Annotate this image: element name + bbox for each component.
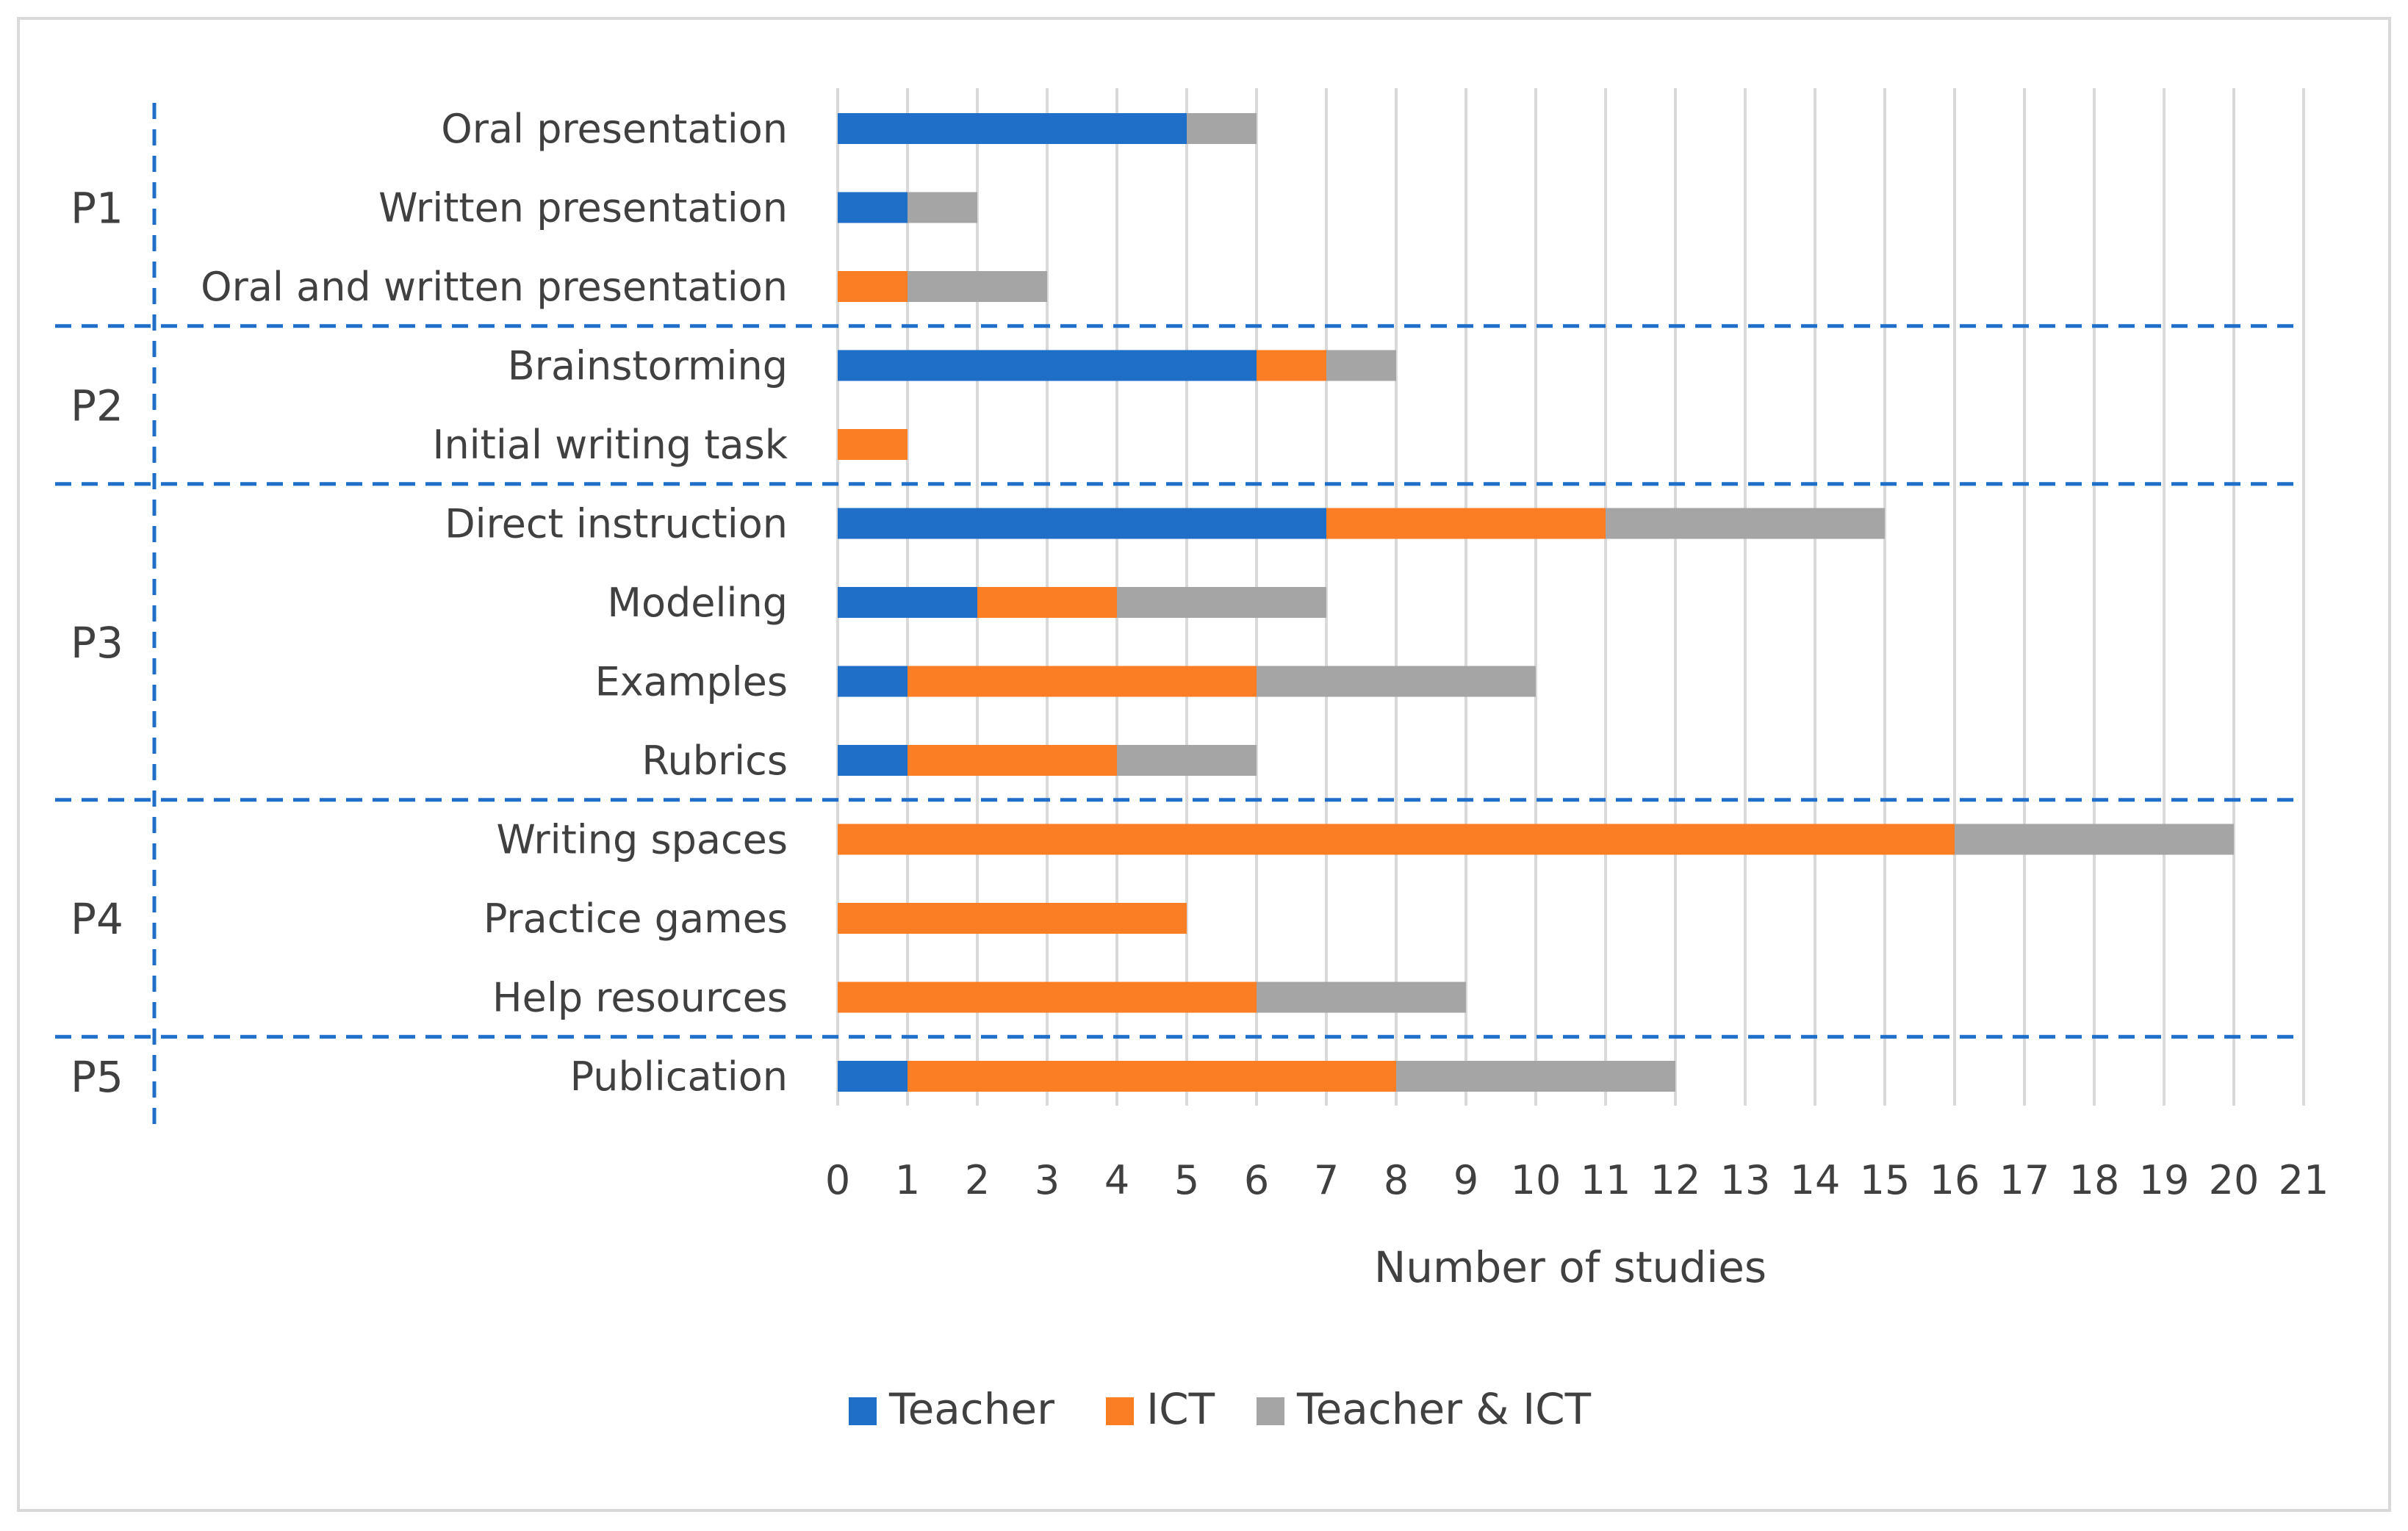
x-tick-labels: 0 1 2 3 4 5 6 7 8 9 10 11 12 13 14 15 16 17 18 19 20 21 bbox=[825, 1157, 2329, 1203]
legend-swatch-ict bbox=[1106, 1397, 1134, 1425]
category-label-modeling: Modeling bbox=[607, 580, 788, 626]
bar-direct-instruction-ict bbox=[1326, 508, 1606, 539]
category-labels: Oral presentation Written presentation Ora… bbox=[201, 106, 788, 1100]
bar-help-resources-ict bbox=[838, 981, 1257, 1013]
x-tick-12: 12 bbox=[1650, 1157, 1701, 1203]
x-tick-11: 11 bbox=[1581, 1157, 1631, 1203]
bar-modeling-ict bbox=[977, 587, 1117, 618]
x-tick-18: 18 bbox=[2069, 1157, 2120, 1203]
bar-writing-spaces-ict bbox=[838, 824, 1955, 855]
x-axis-title: Number of studies bbox=[1374, 1242, 1767, 1292]
phase-label-p5: P5 bbox=[71, 1052, 123, 1102]
gridlines bbox=[836, 88, 2305, 1106]
category-label-examples: Examples bbox=[595, 659, 788, 705]
phase-label-p4: P4 bbox=[71, 894, 123, 944]
x-tick-15: 15 bbox=[1860, 1157, 1911, 1203]
x-tick-13: 13 bbox=[1720, 1157, 1771, 1203]
category-label-oral-presentation: Oral presentation bbox=[441, 106, 788, 152]
legend-swatch-teacher-and-ict bbox=[1257, 1397, 1284, 1425]
legend-label-teacher-and-ict: Teacher & ICT bbox=[1296, 1384, 1592, 1434]
category-label-rubrics: Rubrics bbox=[641, 738, 788, 784]
x-tick-21: 21 bbox=[2279, 1157, 2329, 1203]
bar-direct-instruction-teacher bbox=[838, 508, 1326, 539]
bars bbox=[838, 113, 2234, 1092]
phase-label-p3: P3 bbox=[71, 618, 123, 668]
x-tick-0: 0 bbox=[825, 1157, 850, 1203]
bar-direct-instruction-teacher-and-ict bbox=[1606, 508, 1885, 539]
bar-writing-spaces-teacher-and-ict bbox=[1955, 824, 2234, 855]
category-label-practice-games: Practice games bbox=[484, 896, 788, 942]
bar-initial-writing-task-ict bbox=[838, 429, 908, 460]
x-tick-20: 20 bbox=[2209, 1157, 2260, 1203]
x-tick-19: 19 bbox=[2139, 1157, 2190, 1203]
x-tick-7: 7 bbox=[1314, 1157, 1339, 1203]
x-tick-5: 5 bbox=[1174, 1157, 1199, 1203]
legend-label-ict: ICT bbox=[1146, 1384, 1215, 1434]
x-tick-2: 2 bbox=[965, 1157, 990, 1203]
bar-modeling-teacher bbox=[838, 587, 977, 618]
category-label-publication: Publication bbox=[570, 1053, 788, 1100]
bar-oral-presentation-teacher-and-ict bbox=[1187, 113, 1257, 144]
legend-swatch-teacher bbox=[849, 1397, 877, 1425]
legend: Teacher ICT Teacher & ICT bbox=[849, 1384, 1592, 1434]
category-label-oral-and-written-presentation: Oral and written presentation bbox=[201, 264, 788, 310]
phase-label-p2: P2 bbox=[71, 381, 123, 431]
bar-rubrics-teacher bbox=[838, 745, 908, 776]
bar-written-presentation-teacher-and-ict bbox=[908, 192, 977, 223]
bar-oral-and-written-presentation-teacher-and-ict bbox=[908, 271, 1047, 302]
bar-examples-teacher-and-ict bbox=[1257, 666, 1536, 697]
bar-publication-teacher-and-ict bbox=[1396, 1061, 1675, 1092]
category-label-help-resources: Help resources bbox=[492, 975, 788, 1021]
bar-rubrics-ict bbox=[908, 745, 1117, 776]
x-tick-14: 14 bbox=[1790, 1157, 1841, 1203]
x-tick-16: 16 bbox=[1930, 1157, 1980, 1203]
bar-oral-and-written-presentation-ict bbox=[838, 271, 908, 302]
x-tick-8: 8 bbox=[1384, 1157, 1409, 1203]
x-tick-10: 10 bbox=[1511, 1157, 1561, 1203]
bar-rubrics-teacher-and-ict bbox=[1117, 745, 1257, 776]
x-tick-1: 1 bbox=[895, 1157, 920, 1203]
legend-label-teacher: Teacher bbox=[888, 1384, 1054, 1434]
bar-oral-presentation-teacher bbox=[838, 113, 1187, 144]
category-label-initial-writing-task: Initial writing task bbox=[433, 422, 788, 468]
bar-brainstorming-teacher-and-ict bbox=[1326, 350, 1396, 381]
bar-help-resources-teacher-and-ict bbox=[1257, 981, 1466, 1013]
bar-examples-teacher bbox=[838, 666, 908, 697]
x-tick-17: 17 bbox=[1999, 1157, 2050, 1203]
x-tick-3: 3 bbox=[1035, 1157, 1060, 1203]
category-label-writing-spaces: Writing spaces bbox=[496, 817, 788, 863]
category-label-brainstorming: Brainstorming bbox=[508, 343, 788, 389]
category-label-written-presentation: Written presentation bbox=[378, 185, 788, 231]
bar-publication-teacher bbox=[838, 1061, 908, 1092]
x-tick-4: 4 bbox=[1104, 1157, 1129, 1203]
bar-written-presentation-teacher bbox=[838, 192, 908, 223]
bar-brainstorming-teacher bbox=[838, 350, 1257, 381]
bar-brainstorming-ict bbox=[1257, 350, 1326, 381]
bar-modeling-teacher-and-ict bbox=[1117, 587, 1326, 618]
x-tick-9: 9 bbox=[1453, 1157, 1478, 1203]
x-tick-6: 6 bbox=[1244, 1157, 1269, 1203]
category-label-direct-instruction: Direct instruction bbox=[445, 501, 788, 547]
bar-publication-ict bbox=[908, 1061, 1396, 1092]
bar-practice-games-ict bbox=[838, 903, 1187, 934]
phase-label-p1: P1 bbox=[71, 184, 123, 234]
bar-examples-ict bbox=[908, 666, 1257, 697]
phase-groups: P1 P2 P3 P4 P5 bbox=[55, 103, 2296, 1131]
